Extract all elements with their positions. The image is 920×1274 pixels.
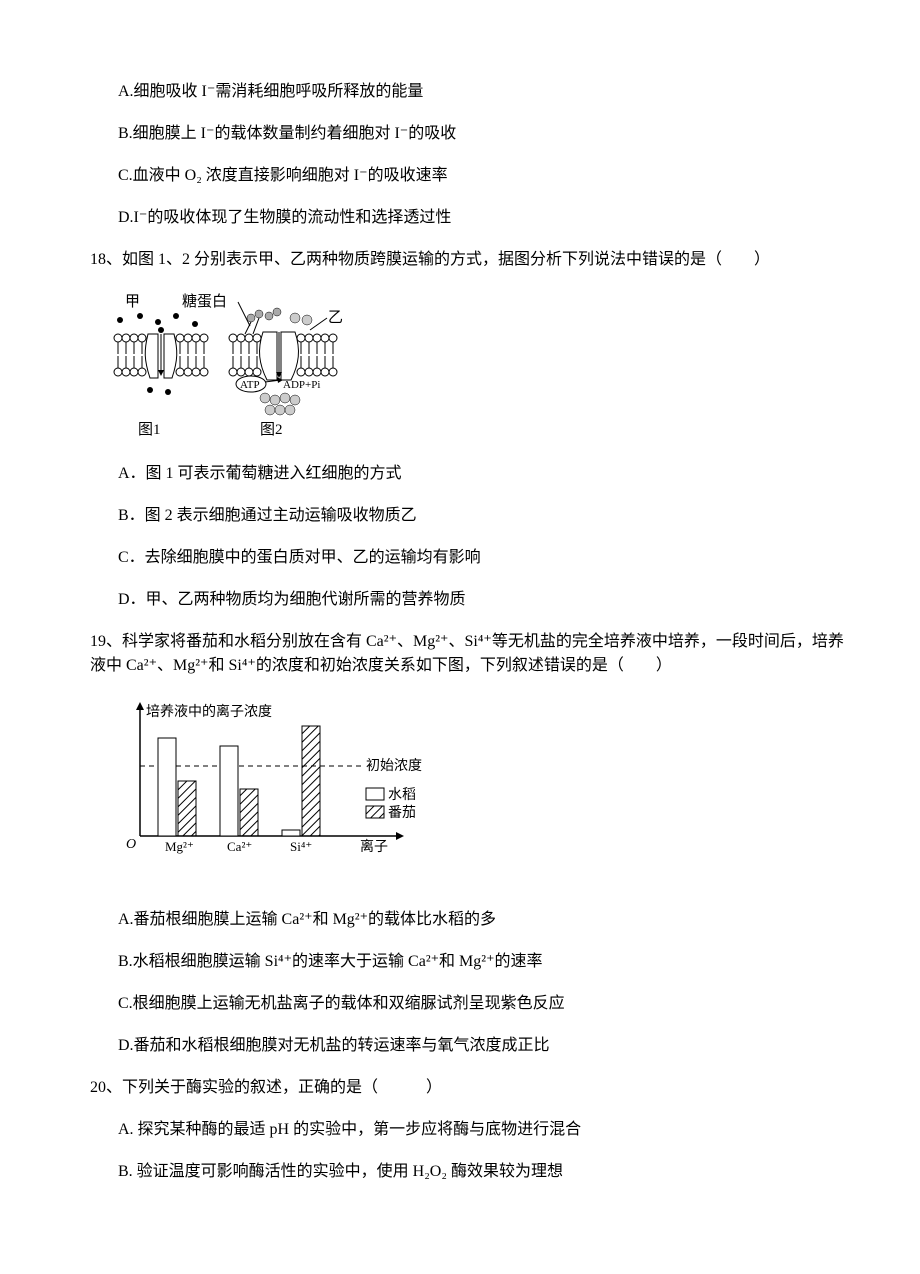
cat-mg: Mg²⁺ [165, 839, 194, 854]
bar-ca-tomato [240, 789, 258, 836]
x-axis-label: 离子 [360, 838, 388, 855]
cat-ca: Ca²⁺ [227, 839, 252, 854]
figure-1-membrane [114, 313, 208, 395]
figure-2-membrane: ATP ADP+Pi [229, 308, 337, 415]
q17-option-b: B.细胞膜上 I⁻的载体数量制约着细胞对 I⁻的吸收 [118, 122, 850, 146]
q19-option-c: C.根细胞膜上运输无机盐离子的载体和双缩脲试剂呈现紫色反应 [118, 992, 850, 1016]
fig2-caption: 图2 [260, 421, 283, 438]
label-yi: 乙 [328, 310, 343, 326]
exam-page: A.细胞吸收 I⁻需消耗细胞呼吸所释放的能量 B.细胞膜上 I⁻的载体数量制约着… [0, 0, 920, 1274]
bar-si-rice [282, 830, 300, 836]
q17-option-a: A.细胞吸收 I⁻需消耗细胞呼吸所释放的能量 [118, 80, 850, 104]
q17-option-d: D.I⁻的吸收体现了生物膜的流动性和选择透过性 [118, 206, 850, 230]
q19-stem: 19、科学家将番茄和水稻分别放在含有 Ca²⁺、Mg²⁺、Si⁴⁺等无机盐的完全… [90, 630, 850, 678]
q20-option-b: B. 验证温度可影响酶活性的实验中，使用 H₂O₂ 酶效果较为理想 [118, 1160, 850, 1184]
q19-chart: O 培养液中的离子浓度 初始浓度 Mg²⁺ Ca²⁺ Si⁴⁺ 离子 水稻 番茄 [110, 696, 850, 874]
bar-mg-rice [158, 738, 176, 836]
q18-option-c: C．去除细胞膜中的蛋白质对甲、乙的运输均有影响 [118, 546, 850, 570]
bar-ca-rice [220, 746, 238, 836]
q19-option-d: D.番茄和水稻根细胞膜对无机盐的转运速率与氧气浓度成正比 [118, 1034, 850, 1058]
q20-stem: 20、下列关于酶实验的叙述，正确的是（ ） [90, 1076, 850, 1100]
atp-label: ATP [240, 379, 260, 391]
q20-option-a: A. 探究某种酶的最适 pH 的实验中，第一步应将酶与底物进行混合 [118, 1118, 850, 1142]
membrane-diagram-svg: 甲 糖蛋白 乙 [110, 290, 370, 440]
legend-rice: 水稻 [388, 787, 416, 803]
initial-label: 初始浓度 [366, 757, 422, 774]
label-glycoprotein: 糖蛋白 [182, 293, 227, 310]
legend-tomato: 番茄 [388, 804, 416, 821]
q19-option-b: B.水稻根细胞膜运输 Si⁴⁺的速率大于运输 Ca²⁺和 Mg²⁺的速率 [118, 950, 850, 974]
label-jia: 甲 [125, 294, 140, 310]
fig1-caption: 图1 [138, 421, 161, 438]
q18-option-a: A．图 1 可表示葡萄糖进入红细胞的方式 [118, 462, 850, 486]
q18-stem: 18、如图 1、2 分别表示甲、乙两种物质跨膜运输的方式，据图分析下列说法中错误… [90, 248, 850, 272]
q18-option-d: D．甲、乙两种物质均为细胞代谢所需的营养物质 [118, 588, 850, 612]
cat-si: Si⁴⁺ [290, 839, 312, 854]
y-axis-label: 培养液中的离子浓度 [146, 703, 272, 720]
q17-option-c: C.血液中 O₂ 浓度直接影响细胞对 I⁻的吸收速率 [118, 164, 850, 188]
adp-label: ADP+Pi [283, 379, 320, 391]
q18-figure: 甲 糖蛋白 乙 [110, 290, 850, 448]
q18-option-b: B．图 2 表示细胞通过主动运输吸收物质乙 [118, 504, 850, 528]
bar-si-tomato [302, 726, 320, 836]
ion-bar-chart-svg: O 培养液中的离子浓度 初始浓度 Mg²⁺ Ca²⁺ Si⁴⁺ 离子 水稻 番茄 [110, 696, 450, 866]
origin-label: O [126, 837, 136, 852]
bar-mg-tomato [178, 781, 196, 836]
q19-option-a: A.番茄根细胞膜上运输 Ca²⁺和 Mg²⁺的载体比水稻的多 [118, 908, 850, 932]
